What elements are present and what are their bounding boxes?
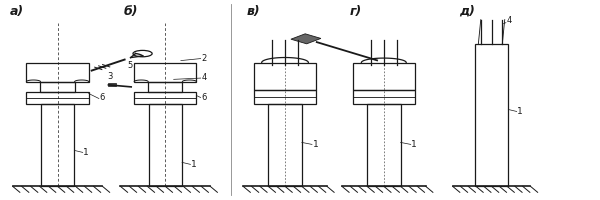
- Text: 4: 4: [201, 72, 206, 81]
- Text: 6: 6: [201, 92, 206, 101]
- Polygon shape: [291, 35, 321, 45]
- Text: 1: 1: [83, 148, 89, 157]
- Text: 5: 5: [128, 60, 133, 69]
- Text: 4: 4: [506, 16, 512, 25]
- Text: 3: 3: [107, 71, 113, 80]
- Text: а): а): [10, 5, 24, 18]
- Text: 6: 6: [100, 93, 105, 102]
- Polygon shape: [109, 83, 116, 86]
- Text: 1: 1: [412, 140, 417, 149]
- Text: 1: 1: [517, 107, 523, 116]
- Text: г): г): [350, 5, 362, 18]
- Text: 1: 1: [313, 140, 319, 149]
- Text: 1: 1: [191, 160, 197, 169]
- Text: в): в): [246, 5, 260, 18]
- Text: д): д): [458, 5, 475, 18]
- Text: б): б): [124, 5, 138, 18]
- Text: 2: 2: [201, 53, 206, 62]
